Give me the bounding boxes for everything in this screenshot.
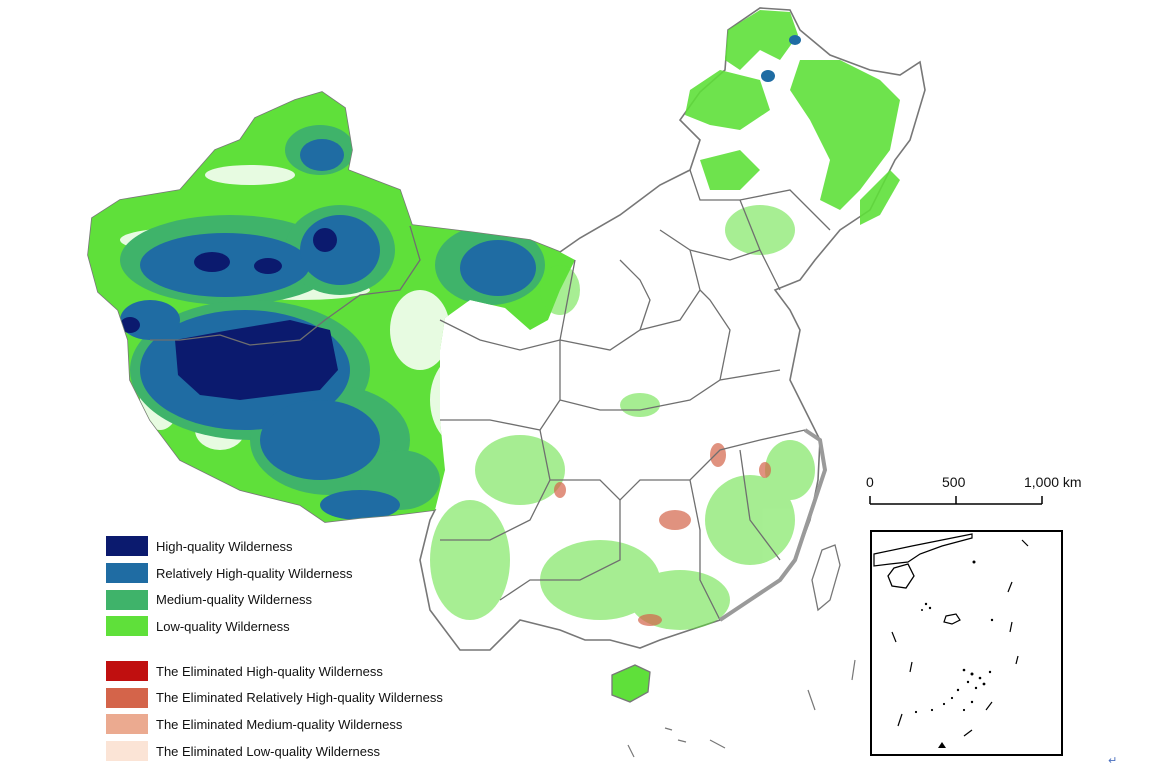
legend-swatch	[106, 687, 148, 708]
scale-label-1000: 1,000 km	[1024, 474, 1082, 490]
legend-item-eliminated-low: The Eliminated Low-quality Wilderness	[106, 738, 526, 765]
coastline-detail	[718, 428, 828, 622]
legend-label: The Eliminated Medium-quality Wilderness	[156, 716, 403, 732]
legend-label: The Eliminated Low-quality Wilderness	[156, 743, 380, 759]
legend-item-low-quality: Low-quality Wilderness	[106, 613, 526, 640]
northeast-wilderness	[685, 10, 900, 225]
scale-bar-graphic	[869, 496, 1043, 505]
legend-swatch	[106, 741, 148, 762]
legend-swatch	[106, 589, 148, 610]
legend-label: Relatively High-quality Wilderness	[156, 565, 353, 581]
hainan-island	[611, 664, 651, 703]
legend-label: Medium-quality Wilderness	[156, 592, 313, 608]
legend-item-eliminated-medium: The Eliminated Medium-quality Wilderness	[106, 711, 526, 738]
legend-item-high-quality: High-quality Wilderness	[106, 533, 526, 560]
legend-swatch	[106, 714, 148, 735]
scale-label-0: 0	[866, 474, 874, 490]
legend-label: High-quality Wilderness	[156, 538, 293, 554]
taiwan-island	[811, 544, 841, 612]
scattered-wilderness	[430, 205, 815, 697]
legend-swatch	[106, 563, 148, 584]
province-boundaries	[150, 169, 831, 621]
legend-swatch	[106, 616, 148, 637]
legend-label: Low-quality Wilderness	[156, 618, 290, 634]
legend-item-medium-quality: Medium-quality Wilderness	[106, 586, 526, 613]
south-sea-islands	[627, 659, 856, 758]
legend-label: The Eliminated Relatively High-quality W…	[156, 690, 443, 706]
legend-item-relatively-high-quality: Relatively High-quality Wilderness	[106, 560, 526, 587]
map-legend: High-quality Wilderness Relatively High-…	[106, 533, 526, 765]
scale-bar: 0 500 1,000 km	[862, 472, 1102, 516]
legend-label: The Eliminated High-quality Wilderness	[156, 663, 383, 679]
legend-item-eliminated-high: The Eliminated High-quality Wilderness	[106, 658, 526, 685]
south-china-sea-inset	[870, 530, 1063, 756]
legend-item-eliminated-relatively-high: The Eliminated Relatively High-quality W…	[106, 684, 526, 711]
legend-swatch	[106, 536, 148, 557]
return-mark: ↵	[1108, 755, 1118, 767]
scale-label-500: 500	[942, 474, 966, 490]
inset-map	[873, 533, 1029, 748]
legend-swatch	[106, 661, 148, 682]
northeast-blue	[761, 35, 801, 82]
